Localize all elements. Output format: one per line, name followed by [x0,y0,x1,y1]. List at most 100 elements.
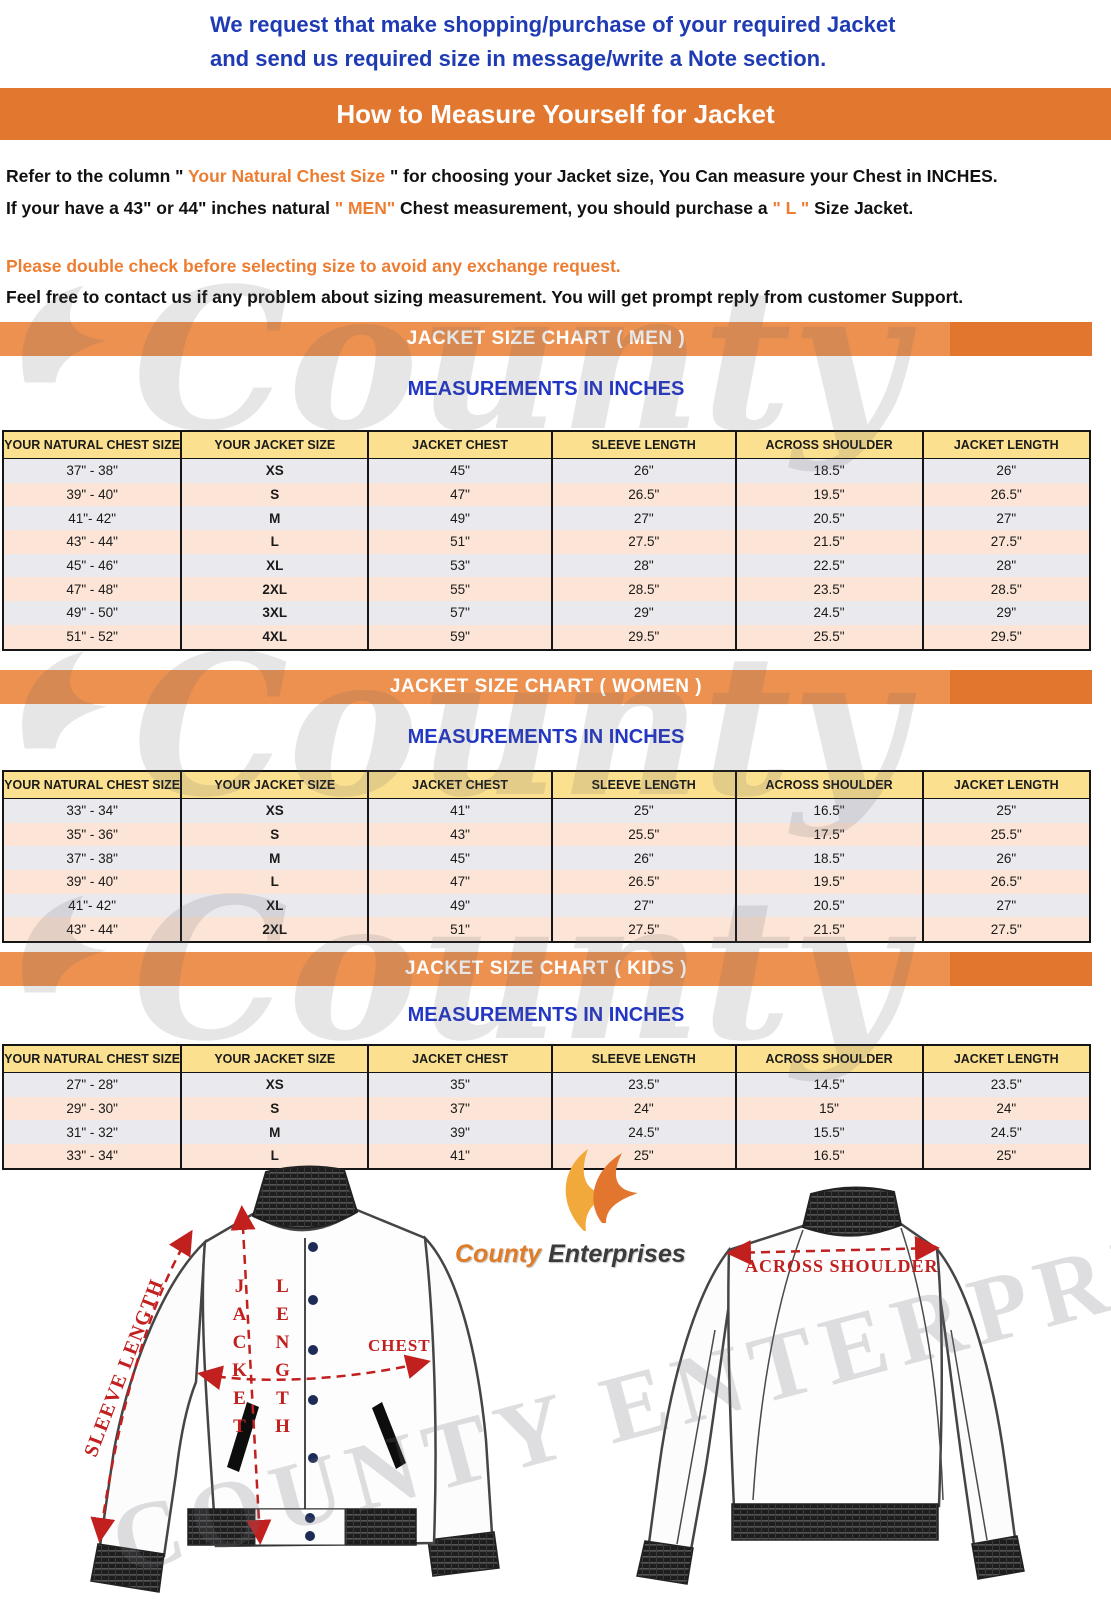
size-row: 49" - 50" 3XL 57" 29" 24.5" 29" [1,601,1092,625]
back-hem-band [731,1503,939,1541]
intro-p2-text3: Size Jacket. [809,198,914,218]
measurement-cell: 55" [367,577,553,602]
logo-text: County Enterprises [455,1240,686,1269]
measurement-cell: 47" - 48" [1,577,183,602]
size-row: 27" - 28" XS 35" 23.5" 14.5" 23.5" [1,1072,1092,1097]
measurement-cell: 27" [550,506,737,531]
kids-chart-banner: JACKET SIZE CHART ( KIDS ) [0,952,1092,986]
measurement-cell: 16.5" [734,1144,924,1169]
intro-paragraph-2: If your have a 43" or 44" inches natural… [6,198,913,219]
size-row: 33" - 34" XS 41" 25" 16.5" 25" [1,798,1092,823]
measurement-cell: 15.5" [734,1120,924,1145]
kids-measurements-subtitle: MEASUREMENTS IN INCHES [407,1004,685,1026]
back-jacket-diagram [636,1186,1025,1585]
measurement-cell: 27.5" [921,917,1092,943]
measurement-cell: 16.5" [734,798,924,823]
measurement-cell: 20.5" [734,506,924,531]
length-word-label: LENGTH [272,1276,293,1444]
jacket-size-cell: XS [180,458,370,483]
measurement-cell: 26" [550,846,737,871]
men-measurements-subtitle: MEASUREMENTS IN INCHES [407,378,685,400]
measurement-cell: 21.5" [734,917,924,943]
top-note-line1: We request that make shopping/purchase o… [210,12,896,37]
front-left-cuff [90,1543,165,1593]
county-enterprises-logo: County Enterprises [455,1143,686,1269]
size-row: 37" - 38" M 45" 26" 18.5" 26" [1,846,1092,871]
jacket-size-cell: S [180,822,370,847]
measurement-cell: 29" - 30" [1,1096,183,1121]
measurement-cell: 41"- 42" [1,893,183,918]
measurement-cell: 35" - 36" [1,822,183,847]
measurement-cell: 19.5" [734,482,924,507]
double-check-warning: Please double check before selecting siz… [6,256,621,276]
measurement-cell: 41"- 42" [1,506,183,531]
measurement-cell: 51" [367,917,553,943]
intro-p2-highlight-size: " L " [772,198,810,218]
intro-p2-highlight-men: " MEN" [334,198,396,218]
size-row: 33" - 34" L 41" 25" 16.5" 25" [1,1144,1092,1169]
logo-enterprises: Enterprises [548,1240,686,1268]
men-chart-banner: JACKET SIZE CHART ( MEN ) [0,322,1092,356]
column-header: YOUR JACKET SIZE [180,1045,370,1073]
across-shoulder-arrow [726,1235,940,1266]
measurement-cell: 29" [550,601,737,625]
kids-size-table: YOUR NATURAL CHEST SIZE YOUR JACKET SIZE J… [1,1044,1092,1170]
size-row: 41"- 42" XL 49" 27" 20.5" 27" [1,893,1092,918]
measurement-cell: 51" [367,530,553,554]
measurement-cell: 26.5" [550,870,737,894]
jacket-size-cell: L [180,530,370,554]
measurement-cell: 49" [367,506,553,531]
back-right-sleeve-seam [950,1329,988,1541]
measurement-cell: 28.5" [921,577,1092,602]
measurement-cell: 49" - 50" [1,601,183,625]
measurement-cell: 22.5" [734,553,924,578]
size-row: 35" - 36" S 43" 25.5" 17.5" 25.5" [1,822,1092,847]
size-row: 41"- 42" M 49" 27" 20.5" 27" [1,506,1092,531]
measurement-cell: 24.5" [734,601,924,625]
intro-p1-text2: " for choosing your Jacket size, You Can… [385,166,998,186]
back-collar [801,1186,903,1237]
measurement-cell: 41" [367,798,553,823]
logo-county: County [455,1240,542,1268]
measurement-cell: 26.5" [550,482,737,507]
jacket-size-cell: S [180,482,370,507]
measurement-cell: 43" - 44" [1,917,183,943]
measurement-cell: 27" [921,506,1092,531]
measurement-cell: 31" - 32" [1,1120,183,1145]
measurement-cell: 25.5" [550,822,737,847]
measurement-cell: 33" - 34" [1,1144,183,1169]
column-header: ACROSS SHOULDER [734,771,924,799]
flame-logo-icon [565,1149,638,1231]
sleeve-length-arrow [90,1229,193,1543]
measurement-cell: 19.5" [734,870,924,894]
measurement-cell: 39" - 40" [1,482,183,507]
measurement-cell: 18.5" [734,846,924,871]
jacket-size-cell: 2XL [180,917,370,943]
women-size-table: YOUR NATURAL CHEST SIZE YOUR JACKET SIZE J… [1,770,1092,944]
measurement-cell: 28" [550,553,737,578]
jacket-size-cell: 2XL [180,577,370,602]
front-right-cuff [427,1531,500,1577]
table-header-row: YOUR NATURAL CHEST SIZE YOUR JACKET SIZE J… [1,431,1092,459]
measurement-cell: 47" [367,482,553,507]
measurement-cell: 25.5" [734,624,924,650]
column-header: SLEEVE LENGTH [550,771,737,799]
measurement-cell: 53" [367,553,553,578]
jacket-size-cell: L [180,870,370,894]
jacket-size-cell: M [180,506,370,531]
page-title: How to Measure Yourself for Jacket [336,99,775,129]
intro-p2-text: If your have a 43" or 44" inches natural [6,198,335,218]
women-chart-banner: JACKET SIZE CHART ( WOMEN ) [0,670,1092,704]
jacket-word-label: JACKET [229,1276,250,1444]
size-row: 39" - 40" L 47" 26.5" 19.5" 26.5" [1,870,1092,894]
measurement-cell: 25" [921,798,1092,823]
measurement-cell: 45" [367,458,553,483]
measurement-cell: 29" [921,601,1092,625]
measurement-cell: 26.5" [921,482,1092,507]
size-row: 47" - 48" 2XL 55" 28.5" 23.5" 28.5" [1,577,1092,602]
column-header: ACROSS SHOULDER [734,1045,924,1073]
measurement-cell: 24" [921,1096,1092,1121]
measurement-cell: 43" - 44" [1,530,183,554]
front-hem-placket [254,1508,346,1546]
intro-p1-text: Refer to the column " [6,166,189,186]
